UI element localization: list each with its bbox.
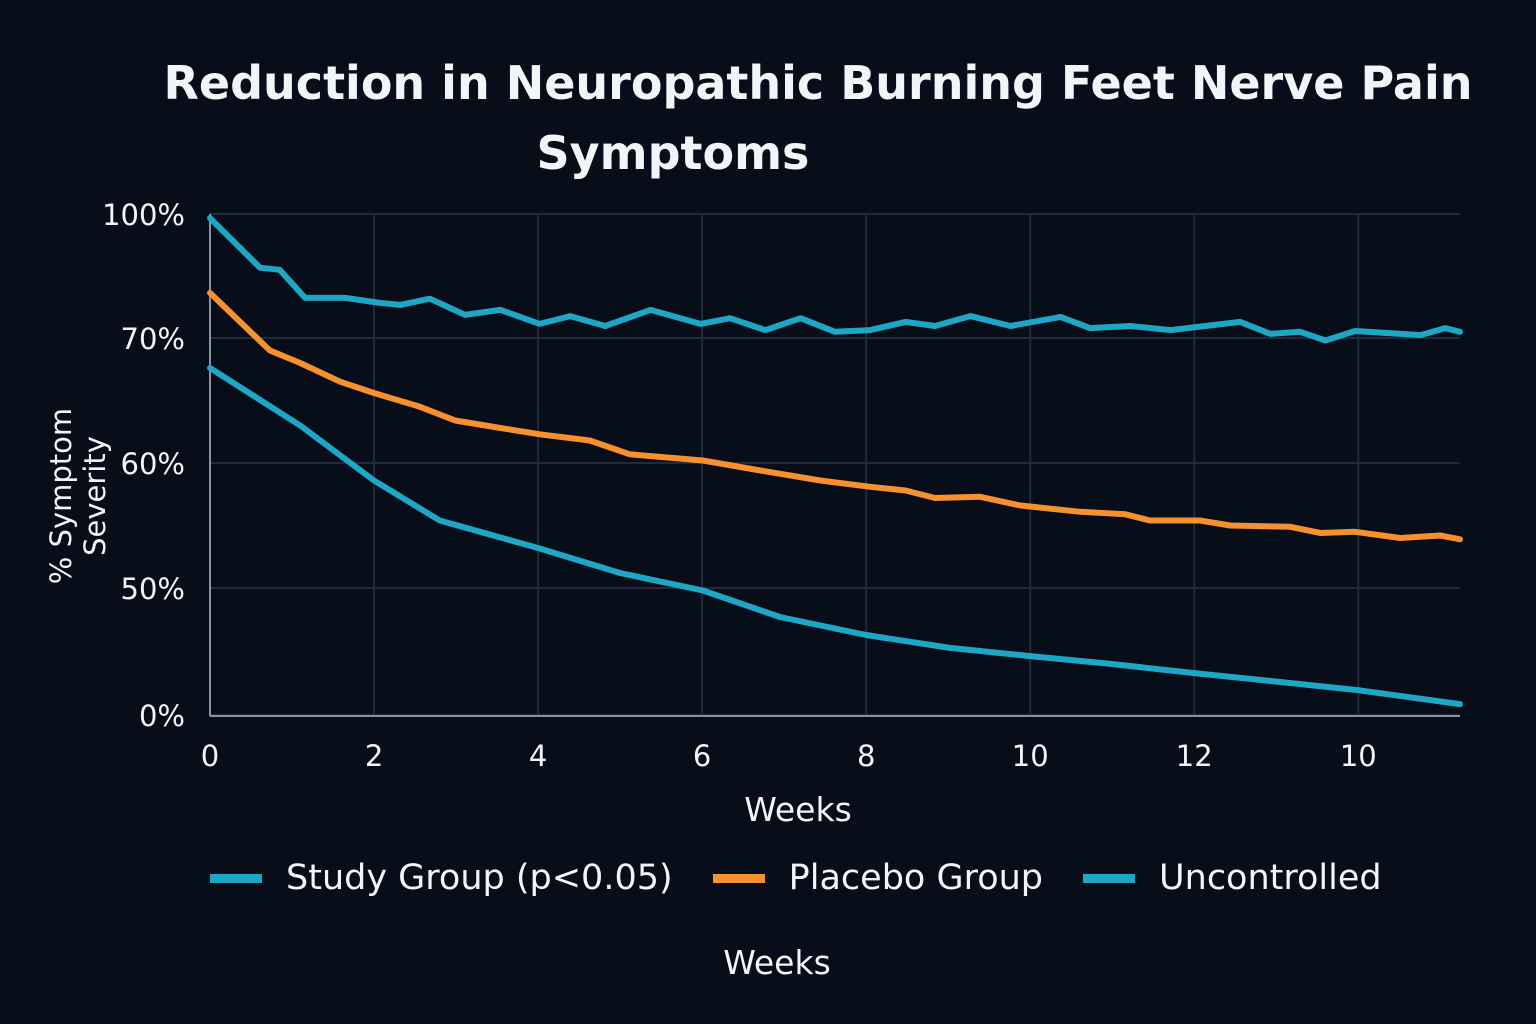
- legend-label: Uncontrolled: [1159, 858, 1382, 898]
- y-tick-label: 70%: [121, 322, 185, 356]
- x-tick-label: 2: [365, 739, 383, 773]
- y-tick-label: 0%: [139, 699, 185, 733]
- legend-label: Placebo Group: [788, 858, 1044, 898]
- x-tick-label: 0: [201, 739, 219, 773]
- legend-item-placebo: Placebo Group: [712, 858, 1044, 898]
- chart-title-line-2: Symptoms: [536, 126, 810, 180]
- x-tick-label: 8: [857, 739, 875, 773]
- series-line-2: [207, 215, 1463, 344]
- x-tick-label: 4: [529, 739, 547, 773]
- y-tick-label: 60%: [121, 447, 185, 481]
- x-axis-label: Weeks: [744, 790, 852, 829]
- series-line-0: [207, 365, 1463, 708]
- y-tick-label: 100%: [102, 198, 185, 232]
- y-tick-label: 50%: [121, 572, 185, 606]
- footer-label: Weeks: [723, 943, 831, 982]
- x-tick-label: 10: [1012, 739, 1049, 773]
- y-axis-label: % Symptom Severity: [44, 407, 112, 585]
- legend-label: Study Group (p<0.05): [286, 858, 673, 898]
- x-tick-label: 6: [693, 739, 711, 773]
- legend-item-study: Study Group (p<0.05): [210, 858, 673, 898]
- legend-swatch: [210, 873, 262, 883]
- legend-item-uncontrolled: Uncontrolled: [1083, 858, 1382, 898]
- legend-swatch: [1083, 873, 1136, 883]
- x-tick-label: 12: [1176, 739, 1213, 773]
- legend-swatch: [712, 873, 765, 883]
- x-tick-label: 10: [1340, 739, 1377, 773]
- legend: Study Group (p<0.05) Placebo Group Uncon…: [210, 858, 1422, 898]
- series-line-1: [207, 289, 1463, 543]
- chart-title-line-1: Reduction in Neuropathic Burning Feet Ne…: [163, 56, 1473, 110]
